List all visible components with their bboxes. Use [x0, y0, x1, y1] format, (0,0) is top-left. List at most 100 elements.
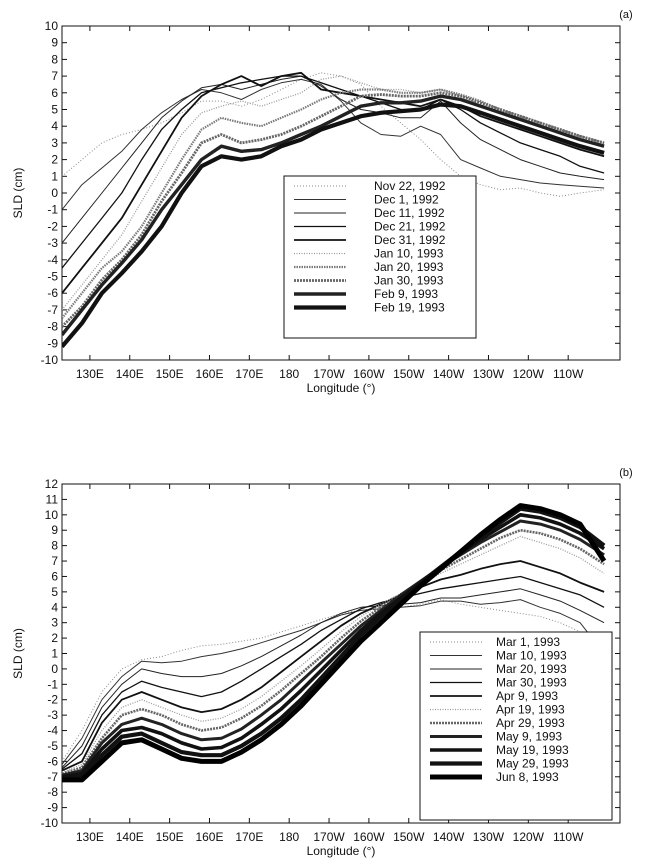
- y-tick-label: -9: [47, 801, 58, 815]
- y-tick-label: 6: [51, 569, 58, 583]
- legend-label: May 9, 1993: [496, 730, 562, 744]
- panel-label: (a): [619, 9, 632, 21]
- x-axis-label: Longitude (°): [307, 381, 376, 395]
- y-tick-label: -6: [47, 754, 58, 768]
- series-line: [62, 575, 605, 770]
- y-tick-label: 2: [51, 631, 58, 645]
- y-tick-label: -8: [47, 320, 58, 334]
- series-line: [62, 506, 606, 781]
- legend-label: Feb 9, 1993: [374, 287, 438, 301]
- y-tick-label: 10: [45, 508, 59, 522]
- y-tick-label: 12: [45, 477, 59, 491]
- series-line: [62, 94, 605, 336]
- y-tick-label: -8: [47, 785, 58, 799]
- x-axis-label: Longitude (°): [307, 844, 376, 858]
- x-tick-label: 180: [279, 830, 299, 844]
- legend-label: Jan 30, 1993: [374, 274, 444, 288]
- legend-label: Mar 20, 1993: [496, 662, 567, 676]
- series-line: [62, 519, 605, 777]
- y-tick-label: 9: [51, 523, 58, 537]
- x-tick-label: 140W: [433, 367, 465, 381]
- y-tick-label: -9: [47, 336, 58, 350]
- y-axis-label: SLD (cm): [11, 168, 25, 219]
- series-line: [62, 71, 605, 294]
- legend-label: Jan 20, 1993: [374, 260, 444, 274]
- y-axis-label: SLD (cm): [11, 628, 25, 679]
- legend-label: Mar 30, 1993: [496, 676, 567, 690]
- x-tick-label: 120W: [513, 830, 545, 844]
- series-line: [62, 75, 605, 269]
- series-group: [62, 71, 605, 348]
- x-tick-label: 140W: [433, 830, 465, 844]
- legend-label: Jan 10, 1993: [374, 247, 444, 261]
- y-tick-label: 8: [51, 52, 58, 66]
- x-tick-label: 140E: [116, 367, 144, 381]
- y-tick-label: 0: [51, 186, 58, 200]
- y-tick-label: 4: [51, 600, 58, 614]
- y-tick-label: 1: [51, 169, 58, 183]
- x-tick-label: 160W: [353, 830, 385, 844]
- legend-label: Nov 22, 1992: [374, 179, 446, 193]
- series-line: [62, 560, 605, 772]
- series-line: [62, 535, 605, 773]
- y-tick-label: -1: [47, 203, 58, 217]
- x-tick-label: 150W: [393, 830, 425, 844]
- x-tick-label: 150E: [156, 830, 184, 844]
- legend-label: Mar 10, 1993: [496, 649, 567, 663]
- x-tick-label: 180: [279, 367, 299, 381]
- series-group: [62, 503, 607, 783]
- y-tick-label: 0: [51, 662, 58, 676]
- y-tick-label: 5: [51, 585, 58, 599]
- y-tick-label: 4: [51, 119, 58, 133]
- legend-label: Mar 1, 1993: [496, 635, 560, 649]
- x-tick-label: 170E: [235, 830, 263, 844]
- x-tick-label: 160W: [353, 367, 385, 381]
- y-tick-label: -5: [47, 270, 58, 284]
- y-tick-label: 1: [51, 647, 58, 661]
- legend-label: Jun 8, 1993: [496, 770, 559, 784]
- y-tick-label: -7: [47, 770, 58, 784]
- legend-label: Dec 1, 1992: [374, 193, 439, 207]
- x-tick-label: 170W: [313, 830, 345, 844]
- x-tick-label: 130E: [76, 830, 104, 844]
- y-tick-label: 6: [51, 86, 58, 100]
- x-tick-label: 150W: [393, 367, 425, 381]
- series-line: [62, 72, 605, 197]
- series-line: [62, 503, 607, 783]
- x-tick-label: 170W: [313, 367, 345, 381]
- legend-box: [419, 631, 613, 821]
- series-line: [62, 75, 605, 244]
- series-line: [62, 528, 605, 775]
- y-tick-label: 7: [51, 554, 58, 568]
- y-tick-label: -10: [41, 816, 59, 830]
- y-tick-label: -3: [47, 236, 58, 250]
- series-line: [62, 512, 606, 779]
- y-tick-label: 5: [51, 103, 58, 117]
- y-tick-label: 10: [45, 19, 59, 33]
- series-line: [62, 599, 605, 762]
- panel-b: -10-9-8-7-6-5-4-3-2-10123456789101112130…: [11, 467, 633, 858]
- y-tick-label: -3: [47, 708, 58, 722]
- y-tick-label: -2: [47, 219, 58, 233]
- y-tick-label: -2: [47, 693, 58, 707]
- panel-label: (b): [619, 467, 632, 479]
- x-tick-label: 110W: [553, 830, 584, 844]
- legend-box: [283, 175, 477, 339]
- series-line: [62, 102, 605, 348]
- y-tick-label: -4: [47, 253, 58, 267]
- y-tick-label: 9: [51, 36, 58, 50]
- x-tick-label: 120W: [513, 367, 545, 381]
- series-line: [62, 91, 605, 328]
- y-tick-label: -4: [47, 724, 58, 738]
- y-tick-label: -6: [47, 286, 58, 300]
- series-line: [62, 599, 605, 765]
- x-tick-label: 130E: [76, 367, 104, 381]
- x-tick-label: 160E: [195, 367, 223, 381]
- x-tick-label: 130W: [473, 367, 505, 381]
- x-tick-label: 150E: [156, 367, 184, 381]
- x-tick-label: 170E: [235, 367, 263, 381]
